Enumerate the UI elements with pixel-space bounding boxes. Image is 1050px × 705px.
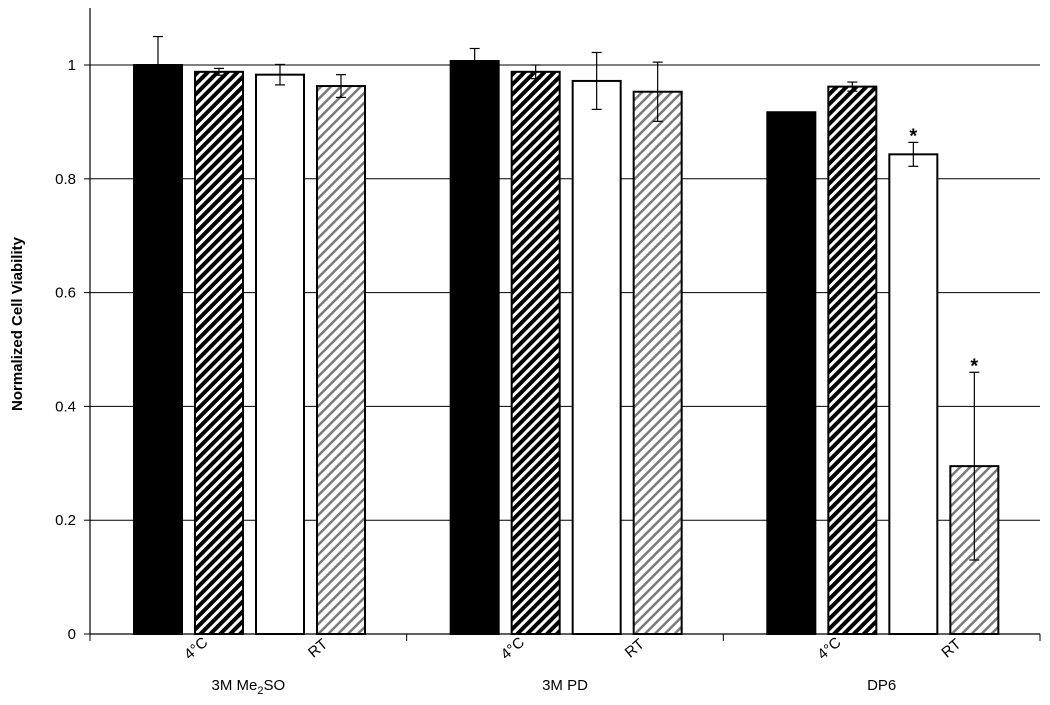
bars — [133, 60, 1000, 636]
x-group-label-tail: SO — [263, 677, 285, 694]
bar — [632, 90, 683, 636]
x-sub-label: 4°C — [814, 634, 844, 663]
x-group-label-sub: 2 — [257, 685, 263, 697]
bar — [888, 153, 939, 635]
axes — [84, 8, 1041, 641]
y-tick-label: 0.4 — [55, 398, 76, 415]
bar — [827, 85, 878, 635]
bar — [571, 79, 622, 635]
gridlines — [90, 64, 1040, 521]
x-group-label: 3M Me2SO — [212, 677, 286, 697]
significance-marker: * — [909, 125, 917, 147]
y-tick-label: 0.8 — [55, 171, 76, 188]
bar — [766, 111, 817, 636]
x-group-label: DP6 — [867, 677, 896, 694]
bar — [133, 64, 183, 635]
x-group-label-main: 3M Me — [212, 677, 258, 694]
bar — [449, 60, 500, 635]
y-axis-title: Normalized Cell Viability — [9, 236, 26, 411]
error-bars — [153, 35, 980, 561]
y-tick-label: 1 — [68, 57, 76, 74]
y-tick-label: 0 — [68, 626, 76, 643]
bar — [194, 70, 244, 635]
x-group-label-main: 3M PD — [542, 677, 588, 694]
x-sub-label: RT — [622, 636, 648, 662]
x-sub-label: RT — [938, 636, 964, 662]
x-sub-label: 4°C — [181, 634, 211, 663]
x-sub-label: RT — [305, 636, 331, 662]
bar — [510, 70, 561, 635]
bar — [255, 73, 305, 636]
significance-marker: * — [970, 355, 978, 377]
x-group-label-main: DP6 — [867, 677, 896, 694]
y-tick-label: 0.6 — [55, 285, 76, 302]
x-group-label: 3M PD — [542, 677, 588, 694]
x-sub-label: 4°C — [498, 634, 528, 663]
y-tick-label: 0.2 — [55, 512, 76, 529]
bar — [316, 85, 366, 636]
